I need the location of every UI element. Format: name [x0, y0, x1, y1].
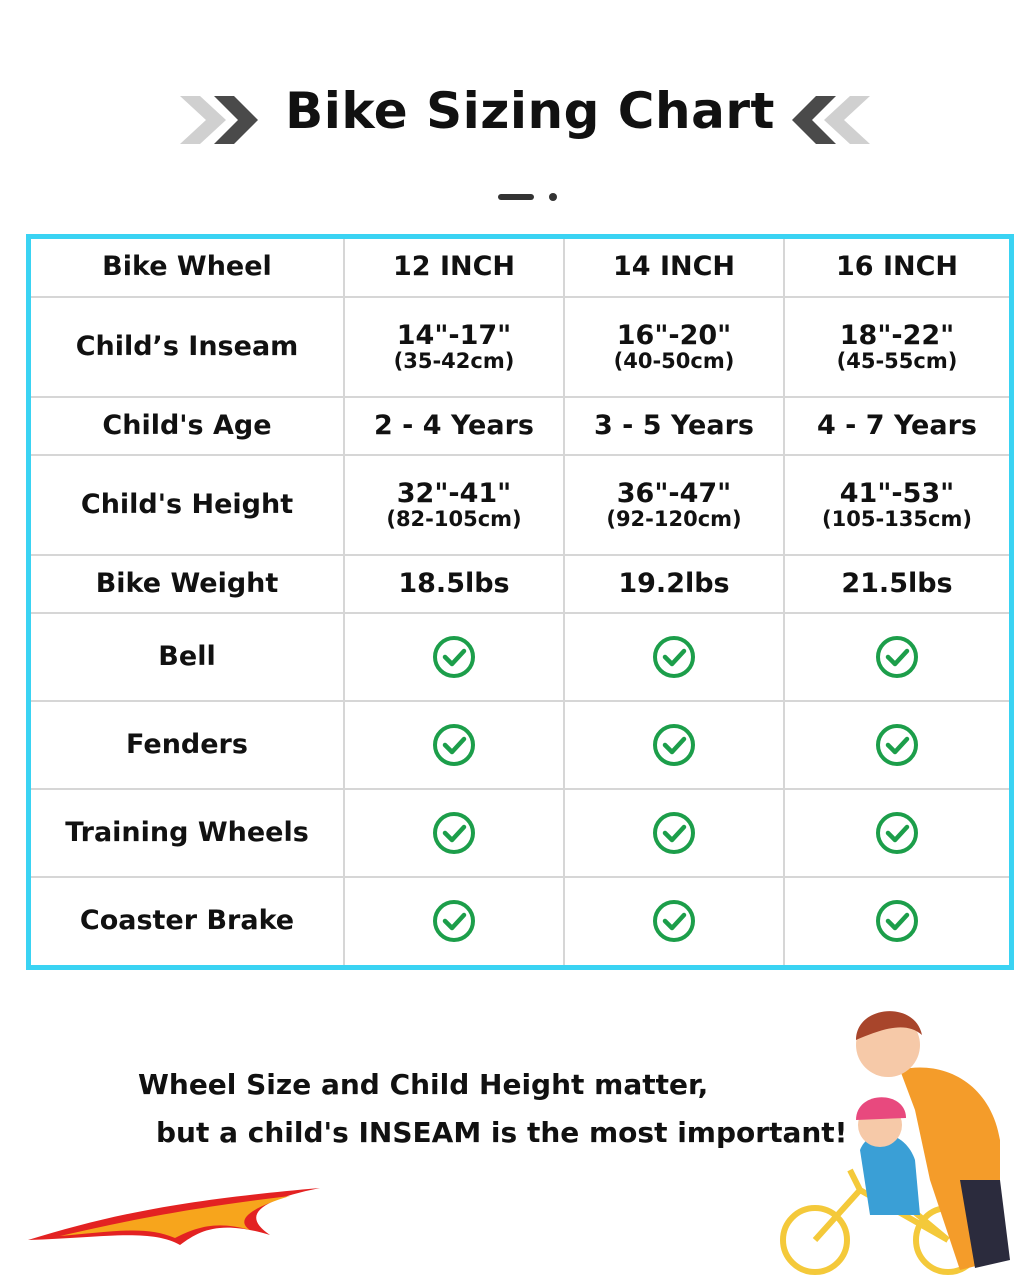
- table-row: Child’s Inseam 14"-17" (35-42cm) 16"-20" (40…: [27, 296, 1013, 399]
- header-cell: 12 INCH: [343, 235, 565, 299]
- cell: [563, 875, 785, 969]
- check-icon: [876, 811, 918, 854]
- cell: [783, 700, 1013, 790]
- cell-main: 16"-20": [616, 320, 732, 352]
- cell-sub: (82-105cm): [386, 507, 522, 532]
- cell: [343, 875, 565, 969]
- check-icon: [653, 636, 695, 679]
- check-icon: [876, 636, 918, 679]
- table-row: Fenders: [27, 700, 1013, 790]
- cell: [783, 612, 1013, 703]
- cell-main: 3 - 5 Years: [594, 410, 754, 442]
- header-row: Bike Wheel 12 INCH 14 INCH 16 INCH: [27, 235, 1013, 299]
- row-label: Child’s Inseam: [27, 296, 345, 399]
- header-cell: 14 INCH: [563, 235, 785, 299]
- cell-main: 18"-22": [839, 320, 955, 352]
- cell: [343, 612, 565, 703]
- cell-sub: (105-135cm): [822, 507, 972, 532]
- cell: [783, 875, 1013, 969]
- cell: 14"-17" (35-42cm): [343, 296, 565, 399]
- cell: 16"-20" (40-50cm): [563, 296, 785, 399]
- check-icon: [876, 723, 918, 766]
- cell: [343, 700, 565, 790]
- cell: [563, 612, 785, 703]
- cell-sub: (40-50cm): [613, 349, 735, 374]
- cell-main: 4 - 7 Years: [817, 410, 977, 442]
- cell-main: 2 - 4 Years: [374, 410, 534, 442]
- title: Bike Sizing Chart: [285, 82, 775, 140]
- row-label: Bike Weight: [27, 554, 345, 615]
- cell: 36"-47" (92-120cm): [563, 454, 785, 557]
- cell: 18.5lbs: [343, 554, 565, 615]
- cell-sub: (45-55cm): [836, 349, 958, 374]
- header-cell: Bike Wheel: [27, 235, 345, 299]
- footer-line: but a child's INSEAM is the most importa…: [156, 1116, 848, 1149]
- header-cell: 16 INCH: [783, 235, 1013, 299]
- row-label: Bell: [27, 612, 345, 703]
- check-icon: [433, 636, 475, 679]
- cell-sub: (35-42cm): [393, 349, 515, 374]
- check-icon: [433, 723, 475, 766]
- cell: 41"-53" (105-135cm): [783, 454, 1013, 557]
- cell: [563, 700, 785, 790]
- cell: [783, 787, 1013, 878]
- cell: 32"-41" (82-105cm): [343, 454, 565, 557]
- table-row: Bike Weight 18.5lbs 19.2lbs 21.5lbs: [27, 554, 1013, 615]
- table-row: Training Wheels: [27, 787, 1013, 878]
- row-label: Coaster Brake: [27, 875, 345, 969]
- cell-main: 19.2lbs: [618, 568, 730, 600]
- cell: 4 - 7 Years: [783, 396, 1013, 457]
- cell: [563, 787, 785, 878]
- cell: 18"-22" (45-55cm): [783, 296, 1013, 399]
- cell-main: 18.5lbs: [398, 568, 510, 600]
- row-label: Child's Age: [27, 396, 345, 457]
- check-icon: [653, 811, 695, 854]
- check-icon: [876, 900, 918, 943]
- table-row: Coaster Brake: [27, 875, 1013, 969]
- sizing-table: Bike Wheel 12 INCH 14 INCH 16 INCH Child’s I…: [26, 234, 1014, 970]
- cell-main: 32"-41": [396, 478, 512, 510]
- cell: 3 - 5 Years: [563, 396, 785, 457]
- row-label: Training Wheels: [27, 787, 345, 878]
- cell-sub: (92-120cm): [606, 507, 742, 532]
- illustration: [780, 1011, 1010, 1275]
- cell: 19.2lbs: [563, 554, 785, 615]
- cell-main: 36"-47": [616, 478, 732, 510]
- check-icon: [653, 723, 695, 766]
- table-row: Child's Age 2 - 4 Years 3 - 5 Years 4 - 7 Y…: [27, 396, 1013, 457]
- check-icon: [433, 900, 475, 943]
- flame: [28, 1188, 320, 1245]
- cell: 21.5lbs: [783, 554, 1013, 615]
- table-row: Bell: [27, 612, 1013, 703]
- cell-main: 21.5lbs: [841, 568, 953, 600]
- cell-main: 14"-17": [396, 320, 512, 352]
- check-icon: [653, 900, 695, 943]
- footer-line: Wheel Size and Child Height matter,: [138, 1068, 709, 1101]
- row-label: Fenders: [27, 700, 345, 790]
- table-row: Child's Height 32"-41" (82-105cm) 36"-47" (9…: [27, 454, 1013, 557]
- cell: [343, 787, 565, 878]
- row-label: Child's Height: [27, 454, 345, 557]
- cell-main: 41"-53": [839, 478, 955, 510]
- check-icon: [433, 811, 475, 854]
- cell: 2 - 4 Years: [343, 396, 565, 457]
